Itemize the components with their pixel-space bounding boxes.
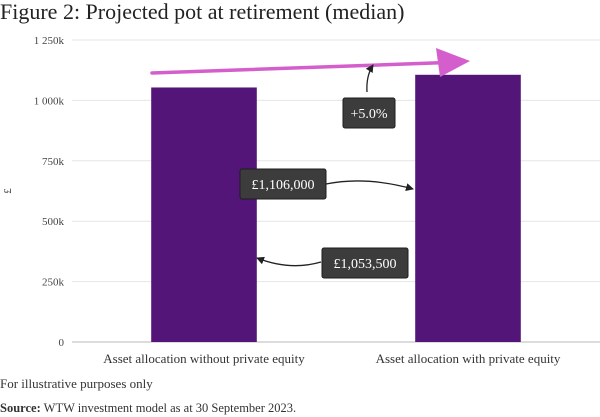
source-text: WTW investment model as at 30 September …: [40, 401, 297, 415]
footnote: For illustrative purposes only: [0, 376, 153, 391]
y-tick-label: 0: [59, 337, 65, 349]
with-pe-callout-box: [239, 168, 327, 200]
increase-callout-label: +5.0%: [350, 107, 387, 122]
source-note: Source: WTW investment model as at 30 Se…: [0, 401, 296, 416]
y-tick-label: 250k: [42, 277, 65, 289]
increase-pointer: [365, 64, 374, 93]
y-tick-label: 1 250k: [34, 35, 65, 47]
bar-without-private-equity: [151, 87, 257, 343]
bar-with-private-equity: [415, 74, 521, 342]
increase-callout-box: [342, 97, 396, 129]
y-tick-label: 750k: [42, 156, 65, 168]
y-tick-label: 500k: [42, 216, 65, 228]
without-pe-callout-box: [321, 247, 409, 279]
x-tick-label: Asset allocation with private equity: [376, 351, 561, 366]
with-pe-pointer: [325, 180, 414, 191]
with-pe-callout-label: £1,106,000: [252, 178, 315, 193]
without-pe-pointer: [256, 256, 322, 267]
x-tick-label: Asset allocation without private equity: [103, 351, 305, 366]
figure-title: Figure 2: Projected pot at retirement (m…: [0, 0, 405, 24]
without-pe-callout-label: £1,053,500: [334, 257, 397, 272]
trend-arrow-shaft: [150, 61, 442, 75]
y-axis-label: £: [2, 188, 14, 194]
trend-arrow-head: [436, 48, 470, 77]
y-tick-label: 1 000k: [34, 95, 65, 107]
source-label: Source:: [0, 401, 41, 415]
